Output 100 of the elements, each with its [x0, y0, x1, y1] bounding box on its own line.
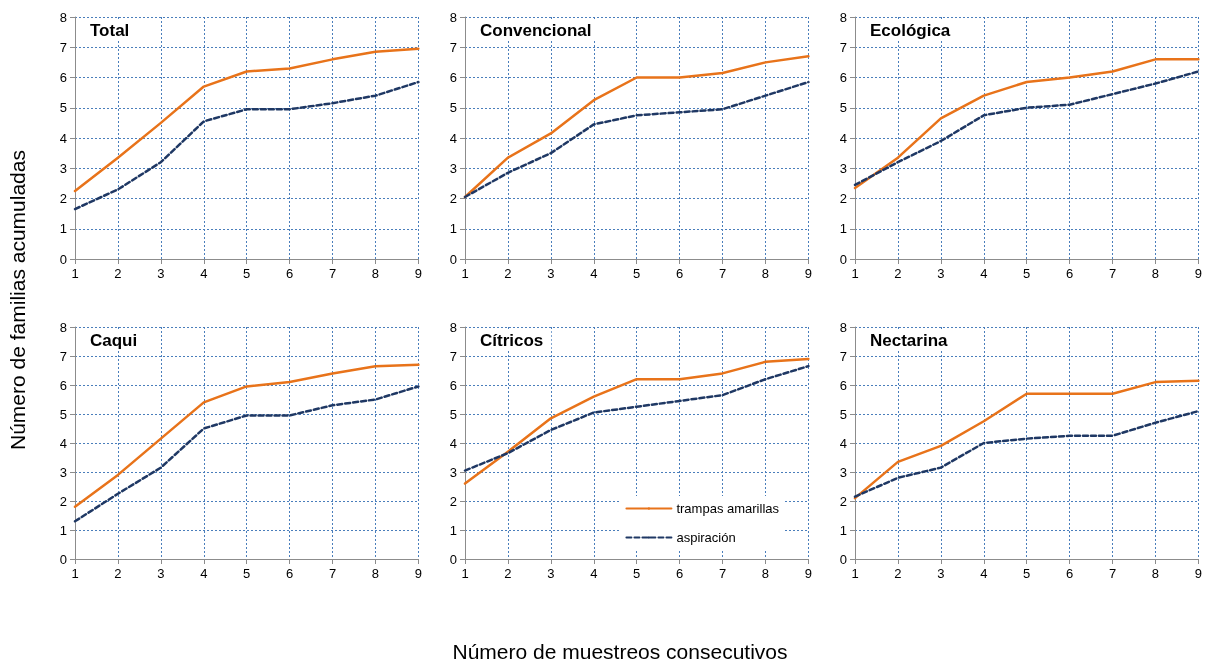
legend-label: aspiración [676, 530, 736, 545]
y-tick-label: 8 [449, 9, 457, 25]
y-tick-label: 4 [839, 435, 847, 451]
y-tick-label: 3 [839, 160, 847, 176]
y-tick-label: 0 [839, 251, 847, 267]
x-tick-label: 6 [286, 266, 294, 281]
x-tick-label: 5 [243, 566, 251, 581]
y-tick-label: 2 [839, 191, 847, 206]
y-tick-label: 3 [839, 464, 847, 480]
chart-title: Nectarina [870, 331, 949, 350]
y-tick-label: 0 [449, 251, 457, 267]
y-tick-label: 3 [59, 160, 67, 176]
y-tick-label: 1 [449, 522, 457, 538]
x-tick-label: 5 [1023, 266, 1031, 281]
x-tick-label: 9 [414, 566, 422, 581]
chart-title: Caqui [90, 331, 138, 350]
x-tick-label: 6 [286, 566, 294, 581]
y-tick-label: 0 [59, 551, 67, 567]
x-tick-label: 3 [937, 566, 945, 581]
y-tick-label: 5 [449, 100, 457, 116]
legend-label: trampas amarillas [676, 501, 780, 516]
y-tick-label: 3 [449, 464, 457, 480]
y-tick-label: 7 [449, 348, 457, 364]
y-tick-label: 7 [839, 348, 847, 364]
line-series [853, 409, 1200, 498]
x-tick-label: 6 [1066, 266, 1074, 281]
line-series [463, 364, 810, 472]
y-tick-label: 6 [59, 377, 67, 393]
x-tick-label: 7 [718, 266, 727, 281]
y-tick-label: 2 [59, 191, 67, 206]
x-tick-label: 9 [1194, 566, 1202, 581]
x-tick-label: 7 [1108, 266, 1117, 281]
y-tick-label: 1 [449, 221, 457, 237]
x-tick-label: 2 [504, 266, 512, 281]
x-axis-title: Número de muestreos consecutivos [452, 640, 788, 664]
x-tick-label: 8 [1151, 566, 1160, 581]
x-tick-label: 1 [461, 566, 469, 581]
x-tick-label: 4 [200, 266, 208, 281]
y-axis-title: Número de familias acumuladas [6, 150, 30, 450]
y-tick-label: 5 [449, 406, 457, 422]
y-tick-label: 2 [449, 191, 457, 206]
x-tick-label: 1 [71, 566, 79, 581]
x-tick-label: 4 [590, 266, 598, 281]
y-tick-label: 2 [59, 493, 67, 509]
y-tick-label: 0 [59, 251, 67, 267]
x-tick-label: 3 [157, 266, 165, 281]
line-series [73, 80, 420, 211]
line-series [853, 379, 1200, 500]
line-series [463, 357, 810, 485]
x-tick-label: 3 [937, 266, 945, 281]
y-tick-label: 3 [59, 464, 67, 480]
x-tick-label: 9 [1194, 266, 1202, 281]
y-tick-label: 8 [59, 9, 67, 25]
y-tick-label: 7 [59, 39, 67, 55]
x-tick-label: 6 [676, 266, 684, 281]
y-tick-label: 6 [839, 70, 847, 85]
x-tick-label: 2 [114, 266, 122, 281]
x-tick-label: 6 [1066, 566, 1074, 581]
chart-title: Cítricos [480, 331, 544, 350]
x-tick-label: 7 [1108, 566, 1117, 581]
x-tick-label: 1 [71, 266, 79, 281]
y-tick-label: 6 [449, 377, 457, 393]
y-tick-label: 4 [449, 435, 457, 451]
line-series [73, 363, 420, 509]
x-tick-label: 2 [114, 566, 122, 581]
y-tick-label: 4 [59, 435, 67, 451]
x-tick-label: 3 [547, 566, 555, 581]
y-tick-label: 5 [59, 100, 67, 116]
y-tick-label: 2 [839, 493, 847, 509]
x-tick-label: 4 [980, 266, 988, 281]
y-tick-label: 8 [59, 319, 67, 335]
y-tick-label: 4 [839, 130, 847, 146]
x-tick-label: 5 [1023, 566, 1031, 581]
x-tick-label: 3 [157, 566, 165, 581]
x-tick-label: 1 [461, 266, 469, 281]
y-tick-label: 4 [449, 130, 457, 146]
y-tick-label: 0 [839, 551, 847, 567]
y-tick-label: 1 [59, 522, 67, 538]
y-tick-label: 3 [449, 160, 457, 176]
chart-title: Ecológica [870, 21, 951, 40]
chart-title: Total [90, 21, 130, 40]
y-tick-label: 8 [839, 9, 847, 25]
x-tick-label: 1 [851, 266, 859, 281]
x-tick-label: 8 [761, 566, 770, 581]
x-tick-label: 7 [328, 266, 337, 281]
y-tick-label: 4 [59, 130, 67, 146]
x-tick-label: 2 [504, 566, 512, 581]
x-tick-label: 9 [804, 266, 812, 281]
x-tick-label: 1 [851, 566, 859, 581]
x-tick-label: 5 [633, 566, 641, 581]
y-tick-label: 8 [449, 319, 457, 335]
x-tick-label: 5 [243, 266, 251, 281]
x-tick-label: 9 [804, 566, 812, 581]
x-tick-label: 8 [1151, 266, 1160, 281]
y-tick-label: 1 [59, 221, 67, 237]
y-tick-label: 6 [449, 70, 457, 85]
y-tick-label: 5 [839, 100, 847, 116]
line-series [73, 385, 420, 523]
y-tick-label: 6 [59, 70, 67, 85]
x-tick-label: 5 [633, 266, 641, 281]
